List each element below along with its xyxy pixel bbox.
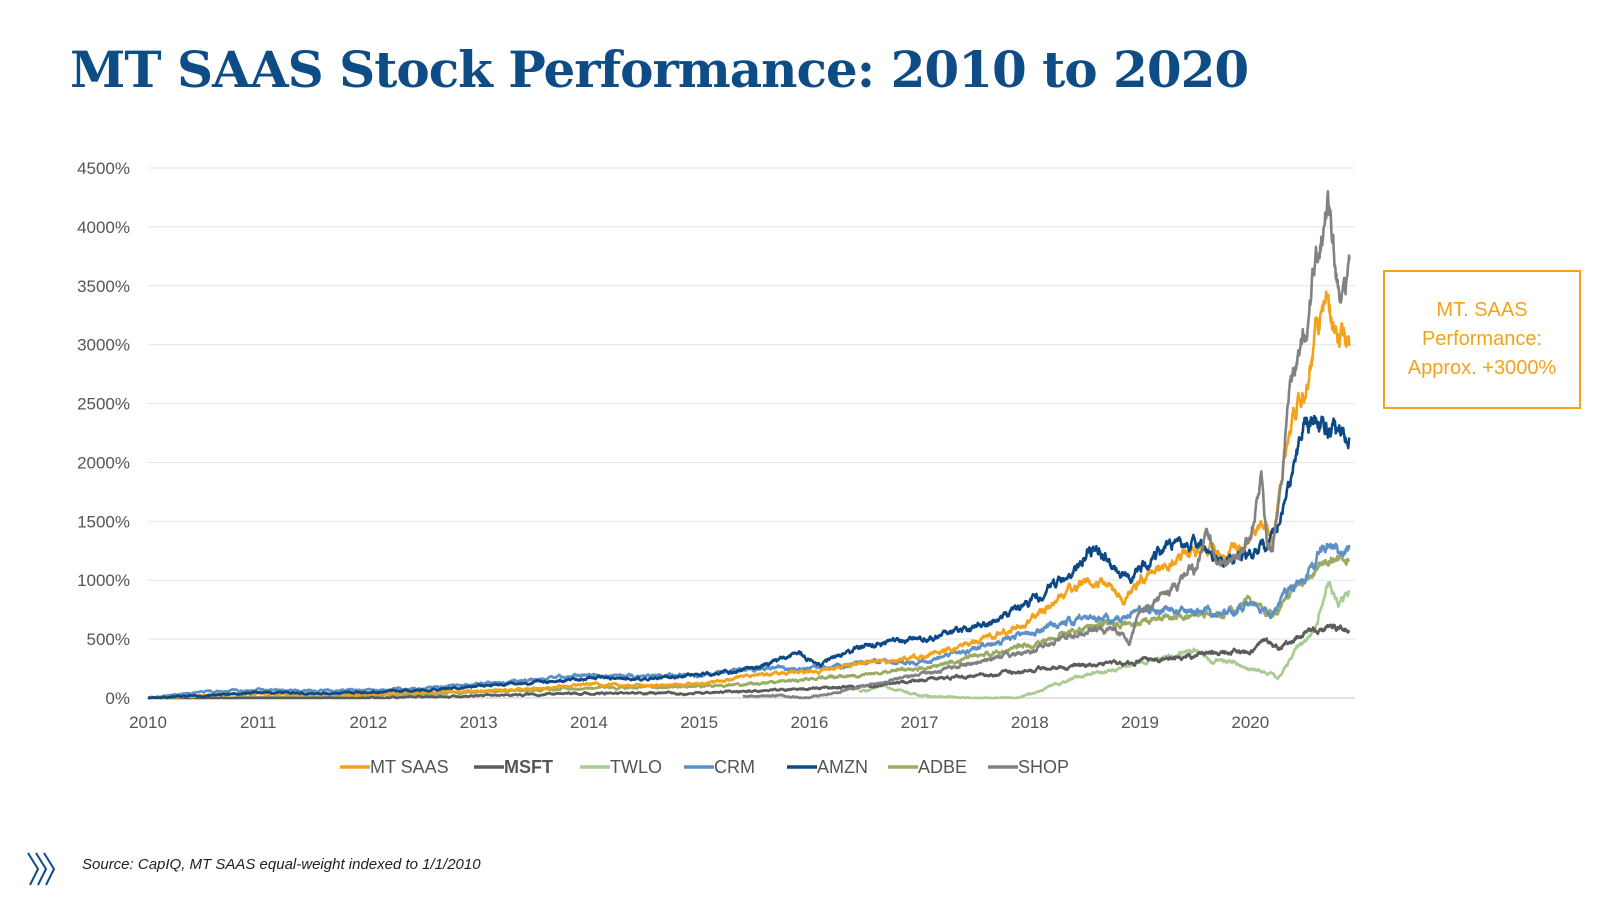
y-tick-label: 4000% <box>77 218 130 237</box>
y-axis-tick-labels: 0% 500% 1000% 1500% 2000% 2500% 3000% 3500% 4000… <box>77 159 130 708</box>
x-tick-label: 2017 <box>901 713 939 732</box>
chart-series-lines <box>147 190 1351 700</box>
performance-callout-box: MT. SAAS Performance: Approx. +3000% <box>1383 270 1581 409</box>
y-tick-label: 500% <box>87 630 130 649</box>
series-line-shop <box>742 190 1351 700</box>
page-title: MT SAAS Stock Performance: 2010 to 2020 <box>70 40 1249 99</box>
x-tick-label: 2018 <box>1011 713 1049 732</box>
source-note: Source: CapIQ, MT SAAS equal-weight inde… <box>82 856 481 873</box>
slash-mark-logo-icon <box>27 852 56 886</box>
y-tick-label: 2000% <box>77 453 130 472</box>
legend-label: MSFT <box>504 757 553 777</box>
y-tick-label: 1500% <box>77 512 130 531</box>
x-tick-label: 2015 <box>680 713 718 732</box>
series-line-mt-saas <box>147 290 1351 700</box>
series-line-msft <box>147 623 1351 700</box>
y-tick-label: 0% <box>105 689 130 708</box>
x-tick-label: 2019 <box>1121 713 1159 732</box>
legend-label: CRM <box>714 757 755 777</box>
callout-line-2: Performance: <box>1421 328 1543 350</box>
x-tick-label: 2016 <box>790 713 828 732</box>
legend-label: MT SAAS <box>370 757 449 777</box>
series-line-twlo <box>858 580 1351 700</box>
chart-legend: MT SAAS MSFT TWLO CRM AMZN ADBE SHOP <box>340 757 1069 777</box>
legend-label: TWLO <box>610 757 662 777</box>
x-tick-label: 2012 <box>350 713 388 732</box>
x-tick-label: 2013 <box>460 713 498 732</box>
callout-line-1: MT. SAAS <box>1436 299 1528 321</box>
chart-gridlines <box>148 167 1355 699</box>
series-line-amzn <box>147 414 1351 700</box>
x-tick-label: 2020 <box>1231 713 1269 732</box>
x-tick-label: 2010 <box>129 713 167 732</box>
legend-label: ADBE <box>918 757 967 777</box>
y-tick-label: 3000% <box>77 336 130 355</box>
y-tick-label: 3500% <box>77 277 130 296</box>
y-tick-label: 4500% <box>77 159 130 178</box>
y-tick-label: 2500% <box>77 395 130 414</box>
x-tick-label: 2014 <box>570 713 608 732</box>
callout-line-3: Approx. +3000% <box>1407 357 1557 379</box>
y-tick-label: 1000% <box>77 571 130 590</box>
x-tick-label: 2011 <box>240 713 277 732</box>
stock-performance-line-chart: 0% 500% 1000% 1500% 2000% 2500% 3000% 3500% 4000… <box>77 159 1355 777</box>
x-axis-tick-labels: 2010 2011 2012 2013 2014 2015 2016 2017 2018 2019… <box>129 713 1269 732</box>
legend-label: SHOP <box>1018 757 1069 777</box>
legend-label: AMZN <box>817 757 868 777</box>
